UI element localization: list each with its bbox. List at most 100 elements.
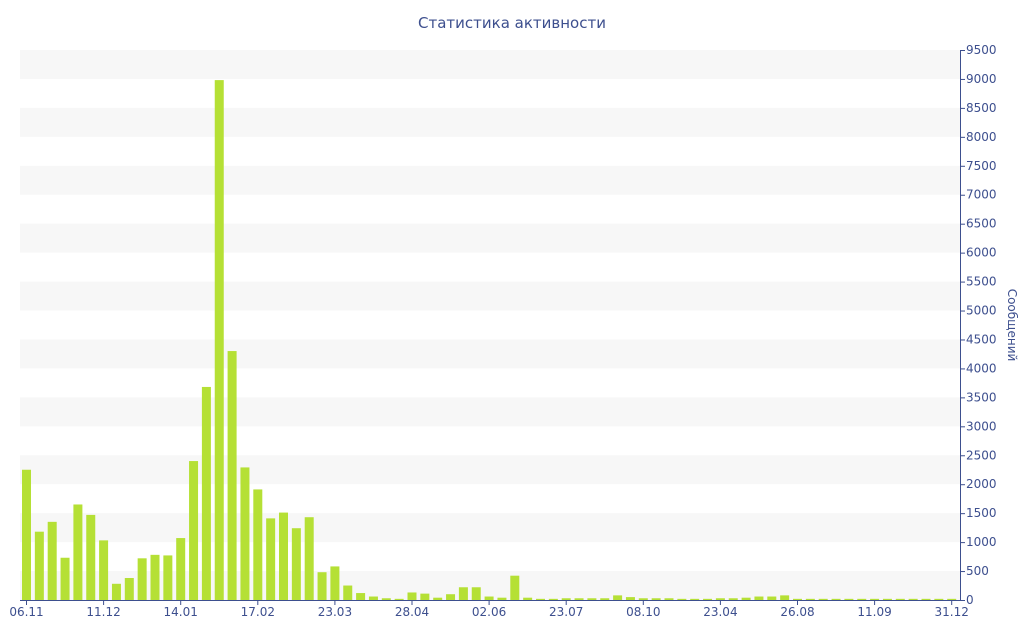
bar[interactable]: [947, 598, 957, 600]
bar[interactable]: [600, 598, 610, 600]
bar[interactable]: [767, 596, 777, 600]
bar[interactable]: [677, 598, 687, 600]
bar[interactable]: [266, 518, 276, 600]
bar[interactable]: [253, 489, 263, 600]
y-tick-label: 9500: [966, 43, 997, 57]
bar[interactable]: [857, 598, 867, 600]
bar[interactable]: [189, 461, 199, 600]
bar[interactable]: [471, 587, 481, 600]
bar[interactable]: [510, 575, 520, 600]
bar[interactable]: [587, 598, 597, 600]
y-axis-ticks: 0 500 1000 1500 2000 2500 3000 3500 4000 4500 5000…: [960, 43, 997, 607]
y-tick-label: 4500: [966, 332, 997, 346]
x-tick-label: 11.09: [857, 605, 891, 619]
bar[interactable]: [870, 598, 880, 600]
bar[interactable]: [304, 517, 314, 600]
y-tick-label: 7000: [966, 188, 997, 202]
bar[interactable]: [47, 521, 57, 600]
y-tick-label: 5000: [966, 304, 997, 318]
bar[interactable]: [343, 585, 353, 600]
bar[interactable]: [728, 598, 738, 600]
bar[interactable]: [150, 554, 160, 600]
bar[interactable]: [625, 597, 635, 600]
bar[interactable]: [690, 598, 700, 600]
bar[interactable]: [111, 583, 121, 600]
bar[interactable]: [664, 598, 674, 600]
bar[interactable]: [793, 598, 802, 600]
y-tick-label: 0: [966, 593, 974, 607]
bar[interactable]: [818, 598, 828, 600]
bar[interactable]: [214, 80, 224, 600]
y-tick-label: 6500: [966, 217, 997, 231]
y-tick-label: 1000: [966, 535, 997, 549]
bar[interactable]: [908, 598, 918, 600]
bar[interactable]: [561, 598, 571, 600]
bar[interactable]: [497, 597, 507, 600]
bar[interactable]: [22, 469, 31, 600]
y-tick-label: 3000: [966, 419, 997, 433]
bar[interactable]: [356, 593, 366, 600]
bar[interactable]: [484, 596, 494, 600]
bar[interactable]: [433, 597, 443, 600]
bar[interactable]: [279, 512, 288, 600]
bar[interactable]: [407, 592, 417, 600]
y-tick-label: 8500: [966, 101, 997, 115]
bar[interactable]: [831, 598, 841, 600]
x-axis-ticks: 06.11 11.12 14.01 17.02 23.03 28.04 02.06 23.07…: [9, 600, 969, 619]
bar[interactable]: [137, 558, 147, 600]
bar[interactable]: [844, 598, 854, 600]
bar[interactable]: [99, 540, 109, 600]
x-tick-label: 02.06: [472, 605, 506, 619]
bar[interactable]: [523, 597, 533, 600]
y-tick-label: 500: [966, 564, 989, 578]
bar[interactable]: [176, 538, 186, 600]
bar[interactable]: [921, 598, 931, 600]
grid-band: [20, 165, 960, 195]
bar[interactable]: [420, 593, 430, 600]
bar[interactable]: [291, 528, 301, 600]
bar[interactable]: [227, 351, 237, 600]
bar[interactable]: [86, 514, 96, 600]
bar[interactable]: [715, 598, 725, 600]
bar[interactable]: [638, 598, 648, 600]
bar[interactable]: [754, 596, 764, 600]
bar[interactable]: [330, 566, 340, 600]
bar[interactable]: [703, 598, 713, 600]
bar[interactable]: [60, 557, 70, 600]
bar[interactable]: [805, 598, 815, 600]
background-bands: [20, 50, 960, 600]
y-axis-label: Сообщений: [1005, 289, 1019, 362]
bar[interactable]: [574, 598, 584, 600]
bar[interactable]: [240, 467, 250, 600]
bar[interactable]: [934, 598, 944, 600]
bar[interactable]: [163, 555, 173, 600]
bar[interactable]: [73, 504, 83, 600]
bar[interactable]: [741, 597, 751, 600]
bar-series: [22, 80, 957, 600]
y-tick-label: 2500: [966, 448, 997, 462]
bar[interactable]: [458, 587, 468, 600]
grid-band: [20, 455, 960, 485]
bar[interactable]: [381, 598, 391, 600]
bar[interactable]: [536, 598, 545, 600]
bar[interactable]: [317, 572, 327, 600]
bar[interactable]: [882, 598, 892, 600]
x-tick-label: 06.11: [9, 605, 43, 619]
grid-band: [20, 339, 960, 369]
bar[interactable]: [368, 596, 378, 600]
bar[interactable]: [548, 598, 558, 600]
y-tick-label: 1500: [966, 506, 997, 520]
y-tick-label: 4000: [966, 361, 997, 375]
bar[interactable]: [780, 595, 790, 600]
bar[interactable]: [895, 598, 905, 600]
bar[interactable]: [613, 595, 623, 600]
x-tick-label: 23.03: [318, 605, 352, 619]
bar[interactable]: [124, 578, 134, 600]
x-tick-label: 08.10: [626, 605, 660, 619]
bar[interactable]: [201, 386, 211, 600]
bar[interactable]: [651, 598, 661, 600]
bar[interactable]: [446, 594, 456, 600]
bar[interactable]: [34, 531, 44, 600]
bar[interactable]: [394, 598, 404, 600]
grid-band: [20, 50, 960, 79]
